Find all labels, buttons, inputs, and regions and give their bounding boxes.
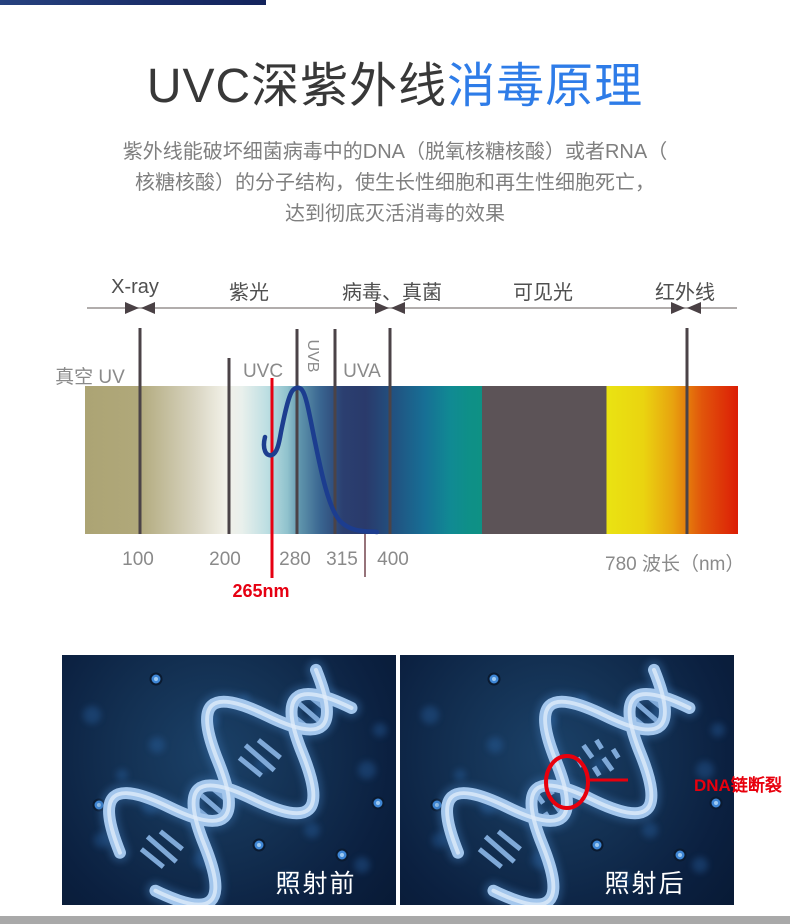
description-line-2: 核糖核酸）的分子结构，使生长性细胞和再生性细胞死亡， — [135, 172, 655, 194]
uvc-emission-curve — [261, 385, 380, 535]
title-black-part: UVC深紫外线 — [146, 60, 448, 113]
dna-after-panel — [400, 655, 734, 905]
tick-280: 280 — [279, 549, 311, 570]
region-label-infrared: 红外线 — [655, 282, 715, 304]
bottom-divider-bar — [0, 916, 790, 924]
range-arrow-marker-780 — [671, 302, 701, 314]
dna-before-panel — [62, 655, 396, 905]
wavelength-axis-label: 780 波长（nm） — [605, 554, 745, 575]
before-irradiation-label: 照射前 — [275, 870, 357, 898]
dna-comparison — [62, 655, 738, 905]
description-paragraph: 紫外线能破坏细菌病毒中的DNA（脱氧核糖核酸）或者RNA（ 核糖核酸）的分子结构… — [0, 137, 790, 230]
tick-200: 200 — [209, 549, 241, 570]
description-line-3: 达到彻底灭活消毒的效果 — [285, 203, 505, 225]
title-blue-part: 消毒原理 — [447, 60, 644, 113]
region-label-purple-light: 紫光 — [229, 282, 269, 304]
range-arrow-marker-100 — [125, 302, 155, 314]
wavelength-divider-lines — [138, 328, 689, 534]
peak-265nm-label: 265nm — [232, 581, 290, 601]
spectrum-lines-and-curve — [87, 302, 737, 578]
page-title: UVC深紫外线消毒原理 — [0, 57, 790, 117]
region-label-visible-light: 可见光 — [513, 282, 573, 304]
band-label-vacuum-uv: 真空 UV — [55, 367, 125, 388]
spectrum-color-bar — [85, 386, 738, 534]
dna-break-annotation-label: DNA链断裂 — [694, 776, 782, 795]
tick-400: 400 — [377, 549, 409, 570]
tick-100: 100 — [122, 549, 154, 570]
after-irradiation-label: 照射后 — [604, 870, 686, 898]
region-label-xray: X-ray — [111, 276, 159, 298]
band-label-uvc: UVC — [242, 361, 284, 382]
region-label-virus-fungi: 病毒、真菌 — [342, 282, 442, 304]
band-label-uva: UVA — [343, 361, 381, 382]
description-line-1: 紫外线能破坏细菌病毒中的DNA（脱氧核糖核酸）或者RNA（ — [122, 141, 668, 163]
range-arrow-marker-400 — [375, 302, 405, 314]
top-accent-bar — [0, 0, 266, 5]
band-label-uvb: UVB — [304, 339, 321, 373]
dna-break-annotation-shapes — [544, 754, 628, 810]
tick-315: 315 — [326, 549, 358, 570]
dna-helix-art-before — [83, 659, 387, 905]
dna-break-circle — [544, 754, 590, 810]
